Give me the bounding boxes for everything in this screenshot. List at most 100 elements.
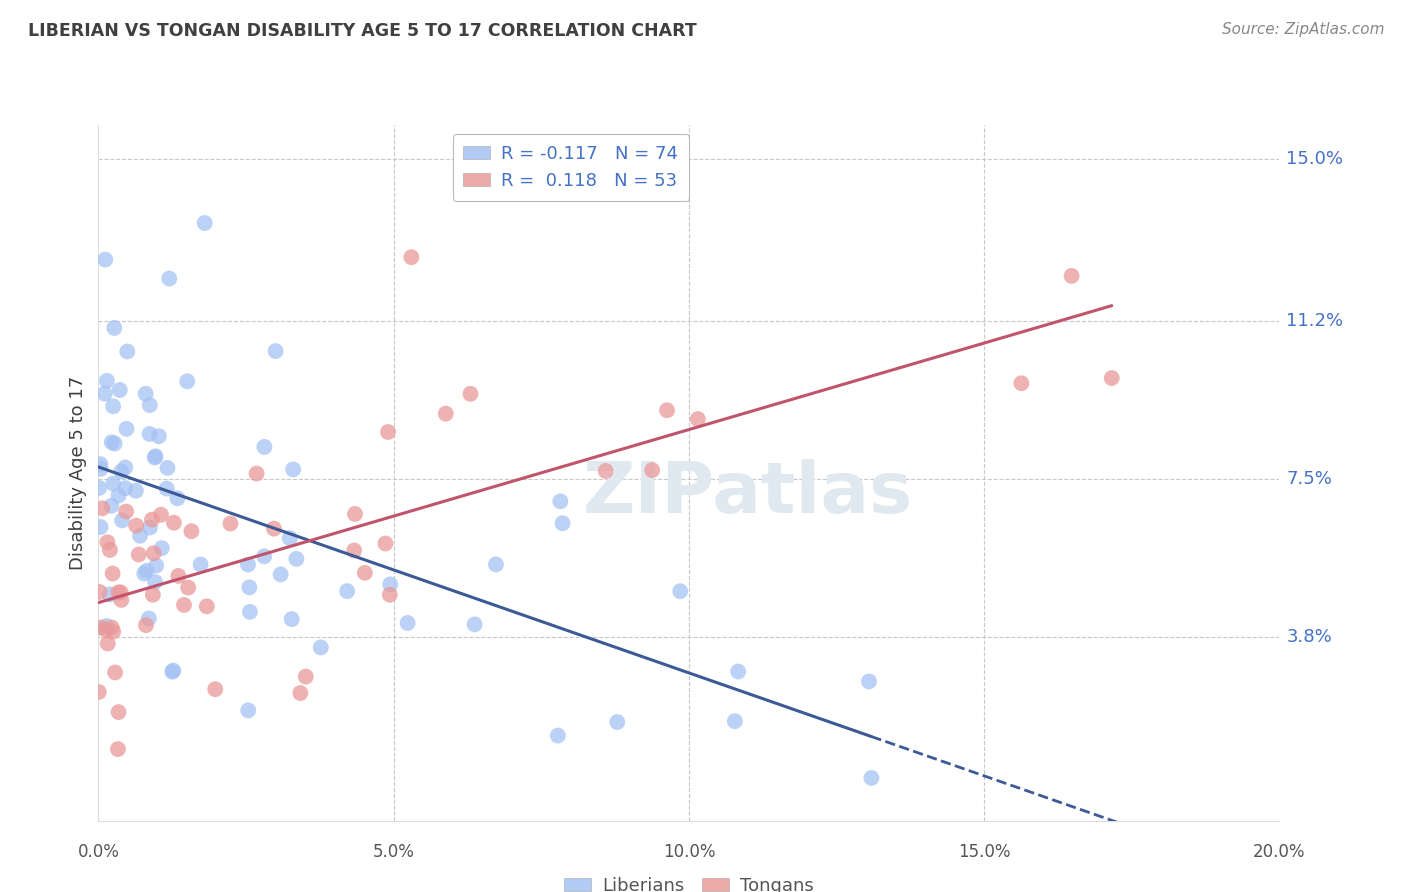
Point — [135, 618, 157, 632]
Point — [354, 566, 377, 580]
Point — [90, 621, 112, 635]
Point — [163, 516, 186, 530]
Point — [860, 771, 883, 785]
Point — [94, 623, 117, 637]
Text: 10.0%: 10.0% — [662, 843, 716, 861]
Point — [101, 566, 124, 581]
Point — [396, 615, 419, 630]
Point — [669, 584, 692, 599]
Legend: Liberians, Tongans: Liberians, Tongans — [557, 870, 821, 892]
Point — [89, 481, 111, 495]
Point — [94, 252, 117, 267]
Point — [145, 558, 167, 573]
Point — [143, 574, 166, 589]
Point — [111, 513, 134, 527]
Point — [485, 558, 508, 572]
Text: ZIPatlas: ZIPatlas — [583, 459, 912, 528]
Point — [142, 588, 165, 602]
Point — [1101, 371, 1123, 385]
Point — [96, 535, 118, 549]
Point — [177, 581, 200, 595]
Text: 15.0%: 15.0% — [957, 843, 1011, 861]
Point — [125, 518, 148, 533]
Point — [239, 605, 262, 619]
Point — [464, 617, 486, 632]
Point — [380, 577, 402, 591]
Point — [264, 344, 287, 359]
Point — [1060, 268, 1083, 283]
Point — [115, 504, 138, 518]
Text: 5.0%: 5.0% — [373, 843, 415, 861]
Point — [309, 640, 332, 655]
Point — [90, 520, 112, 534]
Point — [89, 585, 111, 599]
Point — [104, 665, 127, 680]
Point — [148, 429, 170, 443]
Point — [107, 705, 129, 719]
Point — [103, 476, 125, 491]
Point — [655, 403, 678, 417]
Point — [606, 715, 628, 730]
Point — [89, 457, 111, 471]
Point — [595, 464, 617, 478]
Point — [253, 440, 276, 454]
Text: 0.0%: 0.0% — [77, 843, 120, 861]
Point — [858, 674, 880, 689]
Point — [195, 599, 218, 614]
Point — [253, 549, 276, 564]
Point — [104, 436, 127, 450]
Point — [90, 462, 112, 476]
Point — [162, 664, 184, 678]
Point — [727, 665, 749, 679]
Point — [143, 450, 166, 465]
Point — [157, 271, 180, 285]
Point — [336, 584, 359, 599]
Point — [114, 460, 136, 475]
Text: 3.8%: 3.8% — [1286, 628, 1333, 646]
Point — [110, 464, 132, 478]
Point — [290, 686, 312, 700]
Point — [135, 564, 157, 578]
Point — [141, 513, 163, 527]
Point — [96, 374, 118, 388]
Point — [98, 543, 121, 558]
Point — [280, 612, 302, 626]
Point — [156, 482, 179, 496]
Point — [100, 435, 122, 450]
Point — [107, 585, 129, 599]
Point — [87, 685, 110, 699]
Text: LIBERIAN VS TONGAN DISABILITY AGE 5 TO 17 CORRELATION CHART: LIBERIAN VS TONGAN DISABILITY AGE 5 TO 1… — [28, 22, 697, 40]
Point — [110, 593, 132, 607]
Point — [236, 558, 259, 572]
Point — [547, 729, 569, 743]
Point — [374, 536, 396, 550]
Point — [125, 483, 148, 498]
Point — [343, 543, 366, 558]
Point — [145, 450, 167, 464]
Text: 20.0%: 20.0% — [1253, 843, 1306, 861]
Text: 15.0%: 15.0% — [1286, 150, 1344, 168]
Point — [135, 386, 157, 401]
Point — [278, 531, 301, 545]
Point — [139, 520, 162, 534]
Point — [107, 489, 129, 503]
Point — [343, 507, 366, 521]
Point — [270, 567, 292, 582]
Point — [460, 386, 482, 401]
Point — [194, 216, 217, 230]
Point — [101, 399, 124, 413]
Point — [166, 491, 188, 506]
Text: Source: ZipAtlas.com: Source: ZipAtlas.com — [1222, 22, 1385, 37]
Point — [107, 742, 129, 756]
Point — [96, 619, 118, 633]
Point — [173, 598, 195, 612]
Point — [246, 467, 269, 481]
Point — [142, 546, 165, 560]
Point — [138, 611, 160, 625]
Point — [134, 566, 156, 581]
Point — [156, 461, 179, 475]
Y-axis label: Disability Age 5 to 17: Disability Age 5 to 17 — [69, 376, 87, 570]
Point — [167, 569, 190, 583]
Text: 11.2%: 11.2% — [1286, 312, 1344, 330]
Point — [97, 636, 120, 650]
